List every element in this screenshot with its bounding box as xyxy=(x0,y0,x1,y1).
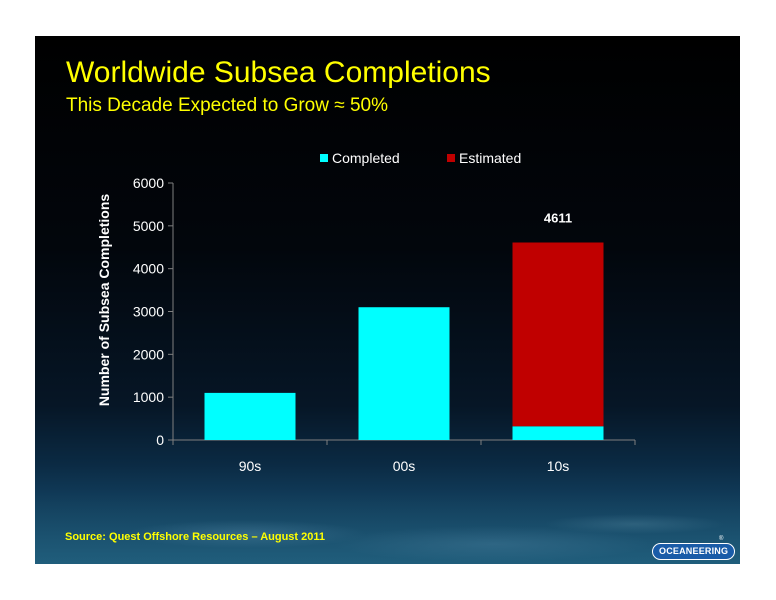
oceaneering-logo: OCEANEERING xyxy=(652,543,736,560)
y-tick-label: 2000 xyxy=(133,346,164,362)
legend-swatch-completed xyxy=(320,154,328,162)
y-tick-label: 1000 xyxy=(133,389,164,405)
legend-item-completed: Completed xyxy=(320,150,400,166)
data-label: 4611 xyxy=(544,210,572,225)
slide-title: Worldwide Subsea Completions xyxy=(66,56,491,89)
y-tick-label: 5000 xyxy=(133,218,164,234)
y-tick-label: 0 xyxy=(156,432,164,448)
bar-estimated-10s xyxy=(512,242,604,427)
slide: Worldwide Subsea Completions This Decade… xyxy=(35,36,740,564)
seafloor-background xyxy=(35,464,740,564)
source-note: Source: Quest Offshore Resources – Augus… xyxy=(65,531,326,543)
y-tick-label: 3000 xyxy=(133,304,164,320)
legend-label-completed: Completed xyxy=(332,150,400,166)
bar-completed-00s xyxy=(358,307,450,440)
x-tick-label: 10s xyxy=(547,458,570,474)
x-tick-label: 00s xyxy=(393,458,416,474)
slide-subtitle: This Decade Expected to Grow ≈ 50% xyxy=(66,95,388,116)
bar-completed-10s xyxy=(512,426,604,440)
registered-mark: ® xyxy=(719,536,724,542)
x-tick-label: 90s xyxy=(239,458,262,474)
y-tick-label: 4000 xyxy=(133,261,164,277)
y-tick-label: 6000 xyxy=(133,175,164,191)
legend-label-estimated: Estimated xyxy=(459,150,522,166)
bar-completed-90s xyxy=(204,392,296,440)
bar-chart: 0 1000 2000 3000 4000 5000 6000 90s 00s 10s 4611 xyxy=(133,175,636,474)
legend-swatch-estimated xyxy=(447,154,455,162)
legend-item-estimated: Estimated xyxy=(447,150,521,166)
